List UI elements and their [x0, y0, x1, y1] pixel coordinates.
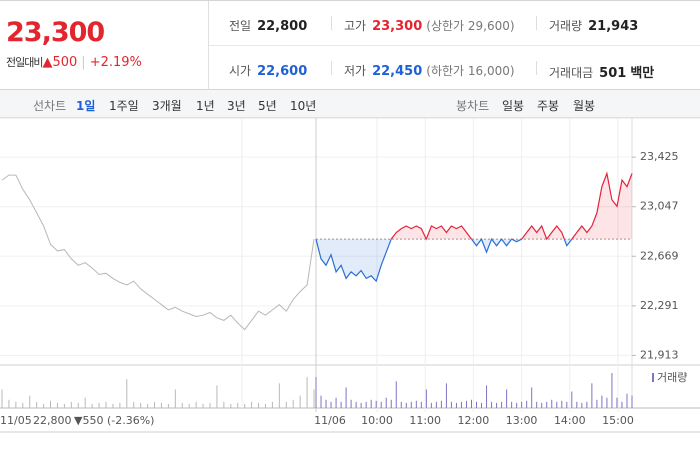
- stat: 저가 22,450 (하한가 16,000): [344, 62, 515, 79]
- tab[interactable]: 3개월: [152, 99, 182, 113]
- change-rate: +2.19%: [89, 55, 142, 70]
- stat-value: 21,943: [588, 19, 639, 34]
- area-up: [316, 173, 632, 240]
- tab[interactable]: 10년: [290, 99, 317, 113]
- y-tick-label: 23,425: [640, 150, 679, 163]
- stat-value: 22,600: [257, 64, 308, 79]
- chart: 23,425 23,047 22,669 22,291 21,913 11/06 10:00…: [0, 118, 700, 433]
- change-label: 전일대비: [6, 56, 43, 69]
- x-tick-label: 12:00: [458, 414, 490, 427]
- stat-note: (하한가 16,000): [426, 64, 515, 78]
- stat-value: 501: [599, 66, 627, 81]
- price-line-up: [316, 171, 633, 240]
- area-down: [316, 239, 572, 282]
- x-tick-label: 14:00: [554, 414, 586, 427]
- tab[interactable]: 1년: [196, 99, 215, 113]
- tab-bar: 선차트 1일 1주일 3개월 1년 3년 5년 10년 봉차트 일봉 주봉 월봉: [0, 90, 700, 118]
- stat-label: 저가: [344, 64, 367, 78]
- current-price: 23,300: [6, 17, 105, 48]
- legend-label: 거래량: [657, 371, 687, 384]
- stat-value: 22,800: [257, 19, 308, 34]
- stat-note: 백만: [630, 66, 655, 81]
- stats: 전일 22,800 고가 23,300 (상한가 29,600) 거래량 21,943 시가 2…: [208, 1, 700, 90]
- tab-caption: 선차트: [33, 99, 67, 113]
- price-line-down: [315, 239, 573, 283]
- tab[interactable]: 3년: [227, 99, 246, 113]
- y-tick-label: 22,291: [640, 299, 679, 312]
- legend-swatch: [652, 373, 654, 382]
- x-tick-label: 13:00: [506, 414, 538, 427]
- stat-label: 고가: [344, 19, 367, 33]
- x-tick-label: 10:00: [361, 414, 393, 427]
- stat: 거래대금 501 백만: [549, 62, 654, 81]
- tab-caption: 봉차트: [456, 99, 490, 113]
- x-tick-label: 11:00: [409, 414, 441, 427]
- x-tick-label: 15:00: [602, 414, 634, 427]
- tab[interactable]: 월봉: [573, 99, 596, 113]
- prev-change: ▼550 (-2.36%): [74, 414, 154, 427]
- stat-note: (상한가 29,600): [426, 19, 515, 33]
- x-tick-label: 11/06: [314, 414, 346, 427]
- stat-value: 23,300: [372, 19, 423, 34]
- tab[interactable]: 1일: [76, 99, 96, 113]
- prev-line: [1, 174, 315, 331]
- tab[interactable]: 일봉: [502, 99, 525, 113]
- change-row: 전일대비▲500 | +2.19%: [6, 55, 142, 70]
- tab[interactable]: 1주일: [109, 99, 139, 113]
- stat-label: 거래량: [549, 19, 583, 33]
- stat: 전일 22,800: [229, 17, 307, 34]
- tab[interactable]: 5년: [258, 99, 277, 113]
- stat-label: 전일: [229, 19, 252, 33]
- quote-header: 23,300 전일대비▲500 | +2.19% 전일 22,800 고가 23,300(…: [0, 0, 700, 90]
- stat: 고가 23,300 (상한가 29,600): [344, 17, 515, 34]
- stat-label: 시가: [229, 64, 252, 78]
- stat: 거래량 21,943: [549, 17, 638, 34]
- tab[interactable]: 주봉: [537, 99, 560, 113]
- stat-label: 거래대금: [549, 66, 594, 80]
- change: ▲500: [42, 55, 78, 70]
- y-tick-label: 23,047: [640, 200, 679, 213]
- stat: 시가 22,600: [229, 62, 307, 79]
- y-tick-label: 22,669: [640, 249, 679, 262]
- prev-close: 22,800: [33, 414, 72, 427]
- prev-date: 11/05: [0, 414, 32, 427]
- y-tick-label: 21,913: [640, 348, 679, 361]
- stat-value: 22,450: [372, 64, 423, 79]
